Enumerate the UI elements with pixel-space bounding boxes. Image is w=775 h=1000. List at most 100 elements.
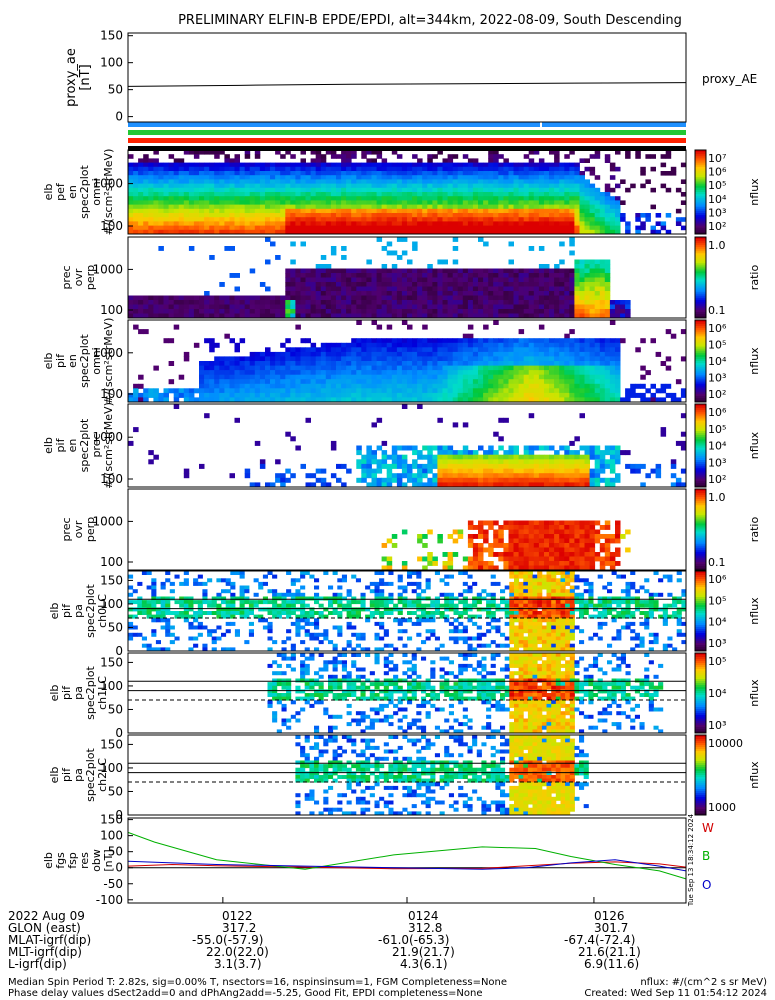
heatmap-cell bbox=[478, 196, 484, 201]
heatmap-cell bbox=[254, 221, 261, 226]
heatmap-cell bbox=[178, 309, 185, 314]
heatmap-cell bbox=[356, 229, 362, 235]
heatmap-cell bbox=[564, 534, 570, 539]
heatmap-cell bbox=[346, 392, 352, 398]
heatmap-cell bbox=[604, 547, 611, 553]
heatmap-cell bbox=[158, 295, 164, 301]
heatmap-cell bbox=[599, 229, 606, 235]
heatmap-cell bbox=[407, 361, 413, 366]
heatmap-cell bbox=[151, 614, 157, 619]
heatmap-cell bbox=[472, 463, 479, 469]
heatmap-cell bbox=[351, 187, 357, 193]
heatmap-cell bbox=[564, 187, 570, 193]
heatmap-cell bbox=[249, 379, 256, 385]
heatmap-cell bbox=[219, 309, 225, 314]
heatmap-cell bbox=[615, 520, 621, 526]
heatmap-cell bbox=[270, 241, 276, 247]
heatmap-cell bbox=[442, 459, 448, 465]
heatmap-cell bbox=[427, 175, 433, 180]
heatmap-cell bbox=[518, 196, 525, 201]
heatmap-cell bbox=[442, 338, 448, 344]
heatmap-cell bbox=[478, 459, 484, 465]
heatmap-cell bbox=[193, 581, 199, 586]
heatmap-cell bbox=[594, 225, 601, 231]
heatmap-cell bbox=[452, 291, 459, 296]
heatmap-cell bbox=[412, 183, 418, 189]
heatmap-cell bbox=[330, 200, 337, 205]
heatmap-cell bbox=[457, 454, 464, 460]
heatmap-cell bbox=[202, 647, 208, 652]
heatmap-cell bbox=[569, 565, 575, 571]
heatmap-cell bbox=[493, 482, 499, 488]
heatmap-cell bbox=[620, 534, 626, 539]
heatmap-cell bbox=[391, 166, 398, 172]
heatmap-cell bbox=[325, 304, 332, 310]
heatmap-cell bbox=[366, 162, 372, 168]
heatmap-cell bbox=[609, 221, 616, 226]
heatmap-cell bbox=[133, 213, 139, 218]
heatmap-cell bbox=[538, 356, 545, 362]
heatmap-cell bbox=[604, 445, 611, 451]
heatmap-cell bbox=[483, 196, 489, 201]
heatmap-cell bbox=[615, 309, 621, 314]
heatmap-cell bbox=[148, 179, 154, 184]
heatmap-cell bbox=[386, 166, 393, 172]
heatmap-cell bbox=[503, 552, 509, 557]
heatmap-cell bbox=[249, 482, 256, 488]
heatmap-cell bbox=[391, 200, 398, 205]
heatmap-cell bbox=[437, 534, 443, 539]
heatmap-cell bbox=[645, 388, 651, 394]
heatmap-cell bbox=[513, 171, 519, 176]
heatmap-cell bbox=[559, 351, 565, 357]
heatmap-cell bbox=[564, 463, 570, 469]
heatmap-cell bbox=[219, 356, 225, 362]
heatmap-cell bbox=[356, 365, 362, 371]
heatmap-cell bbox=[417, 282, 423, 287]
heatmap-cell bbox=[143, 304, 149, 310]
heatmap-cell bbox=[128, 187, 134, 193]
heatmap-cell bbox=[330, 347, 337, 353]
heatmap-cell bbox=[407, 221, 413, 226]
heatmap-cell bbox=[528, 525, 535, 530]
heatmap-cell bbox=[554, 379, 560, 385]
heatmap-cell bbox=[467, 213, 474, 218]
heatmap-cell bbox=[320, 221, 327, 226]
heatmap-cell bbox=[422, 268, 428, 274]
heatmap-cell bbox=[447, 304, 454, 310]
heatmap-cell bbox=[508, 468, 514, 474]
heatmap-cell bbox=[381, 162, 388, 168]
heatmap-cell bbox=[310, 379, 317, 385]
heatmap-cell bbox=[396, 196, 403, 201]
heatmap-cell bbox=[670, 171, 677, 176]
heatmap-cell bbox=[594, 229, 601, 235]
heatmap-cell bbox=[498, 166, 504, 172]
heatmap-cell bbox=[386, 383, 393, 389]
heatmap-cell bbox=[488, 392, 494, 398]
heatmap-cell bbox=[193, 204, 200, 210]
heatmap-cell bbox=[594, 277, 601, 283]
heatmap-cell bbox=[158, 166, 164, 172]
heatmap-cell bbox=[381, 454, 388, 460]
heatmap-cell bbox=[549, 374, 555, 380]
heatmap-cell bbox=[452, 365, 459, 371]
heatmap-cell bbox=[214, 300, 220, 305]
heatmap-cell bbox=[609, 561, 616, 566]
heatmap-cell bbox=[178, 179, 185, 184]
heatmap-cell bbox=[305, 225, 311, 231]
heatmap-cell bbox=[579, 259, 585, 265]
heatmap-cell bbox=[254, 365, 261, 371]
heatmap-cell bbox=[533, 196, 540, 201]
heatmap-cell bbox=[584, 268, 590, 274]
heatmap-cell bbox=[330, 213, 337, 218]
heatmap-cell bbox=[143, 392, 149, 398]
heatmap-cell bbox=[615, 351, 621, 357]
heatmap-cell bbox=[371, 175, 377, 180]
heatmap-cell bbox=[422, 183, 428, 189]
heatmap-cell bbox=[188, 187, 195, 193]
heatmap-cell bbox=[148, 200, 154, 205]
heatmap-cell bbox=[533, 361, 540, 366]
heatmap-cell bbox=[351, 300, 357, 305]
heatmap-cell bbox=[346, 468, 352, 474]
heatmap-cell bbox=[366, 370, 372, 376]
heatmap-cell bbox=[462, 187, 469, 193]
